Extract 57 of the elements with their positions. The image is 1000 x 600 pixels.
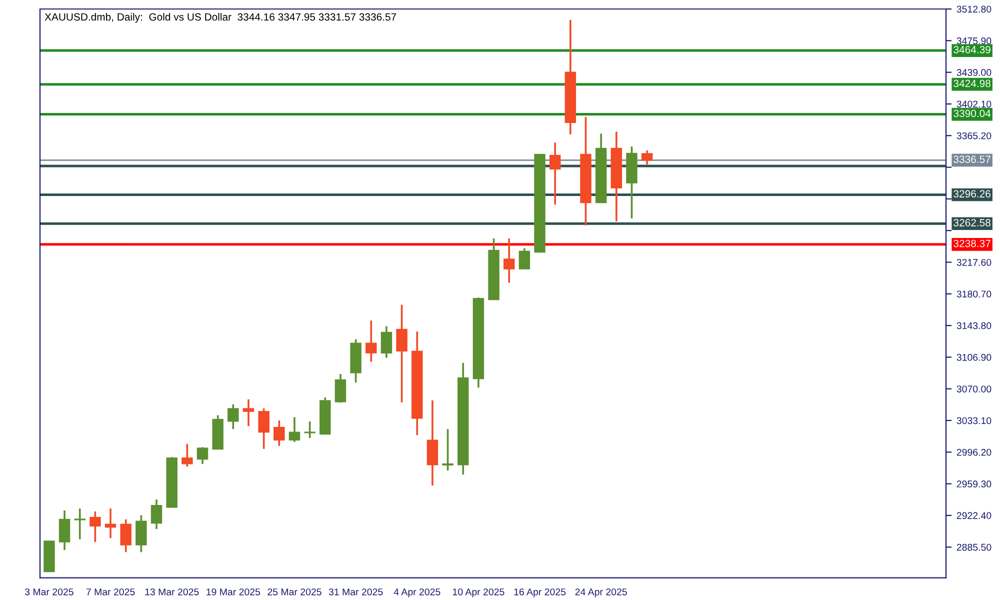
candlestick [196,446,208,465]
candlestick [182,442,193,468]
y-tick-label: 2996.20 [956,448,992,456]
candlestick [304,420,316,439]
x-tick-label: 13 Mar 2025 [145,588,199,596]
candlestick [150,498,162,530]
y-tick-label: 3402.10 [956,100,992,108]
candlestick [549,142,561,206]
candlestick [228,403,239,430]
x-tick-label: 24 Apr 2025 [575,588,627,598]
x-tick-label: 25 Mar 2025 [268,588,322,596]
chart-title: XAUUSD.dmb, Daily: Gold vs US Dollar 3344.16 3347.95 3331.57 3336.57 [44,12,396,23]
ref-line-label: 3390.04 [954,110,991,118]
x-tick-label: 10 Apr 2025 [452,588,504,598]
ref-line-label: 3424.98 [954,80,990,88]
y-tick-label: 3033.10 [956,417,992,424]
candlestick [518,247,530,270]
y-tick-label: 3475.90 [956,37,992,44]
y-tick-label: 3180.70 [956,290,992,298]
candlestick [58,510,70,551]
x-tick-label: 7 Mar 2025 [86,588,135,596]
ref-line-label: 3464.39 [954,46,990,54]
ref-line-label: 3296.26 [954,190,990,198]
ref-line-label: 3336.57 [954,156,990,163]
candlestick [74,508,86,540]
y-tick-label: 2885.50 [956,544,992,551]
candlestick [380,325,392,359]
y-tick-label: 3512.80 [956,6,992,13]
y-tick-label: 3439.00 [956,69,992,76]
x-tick-label: 19 Mar 2025 [206,588,260,596]
candlestick [136,514,147,553]
candlestick [242,398,254,428]
x-tick-label: 4 Apr 2025 [394,588,440,598]
candlestick [288,416,300,443]
y-tick-label: 3143.80 [956,322,992,330]
candlestick [442,428,454,472]
candlestick [396,304,408,404]
ref-line-label: 3262.58 [954,219,990,226]
x-tick-label: 31 Mar 2025 [328,588,383,596]
y-tick-label: 3070.00 [956,386,992,392]
y-tick-label: 3217.60 [956,258,992,266]
candlestick [274,420,285,447]
candlestick [641,150,653,166]
x-tick-label: 3 Mar 2025 [24,588,74,596]
y-tick-label: 2959.30 [956,480,992,488]
candlestick [258,407,270,450]
candlestick [503,238,515,284]
x-tick-label: 16 Apr 2025 [514,588,566,598]
candlestick [104,508,116,540]
candlestick [90,510,101,543]
y-tick-label: 2922.40 [956,512,992,520]
candlestick [334,373,346,404]
y-tick-label: 3365.20 [956,132,992,140]
y-tick-label: 3106.90 [956,354,992,361]
ref-line-label: 3238.37 [954,240,990,248]
candlestick [120,518,132,553]
candlestick [366,320,377,363]
